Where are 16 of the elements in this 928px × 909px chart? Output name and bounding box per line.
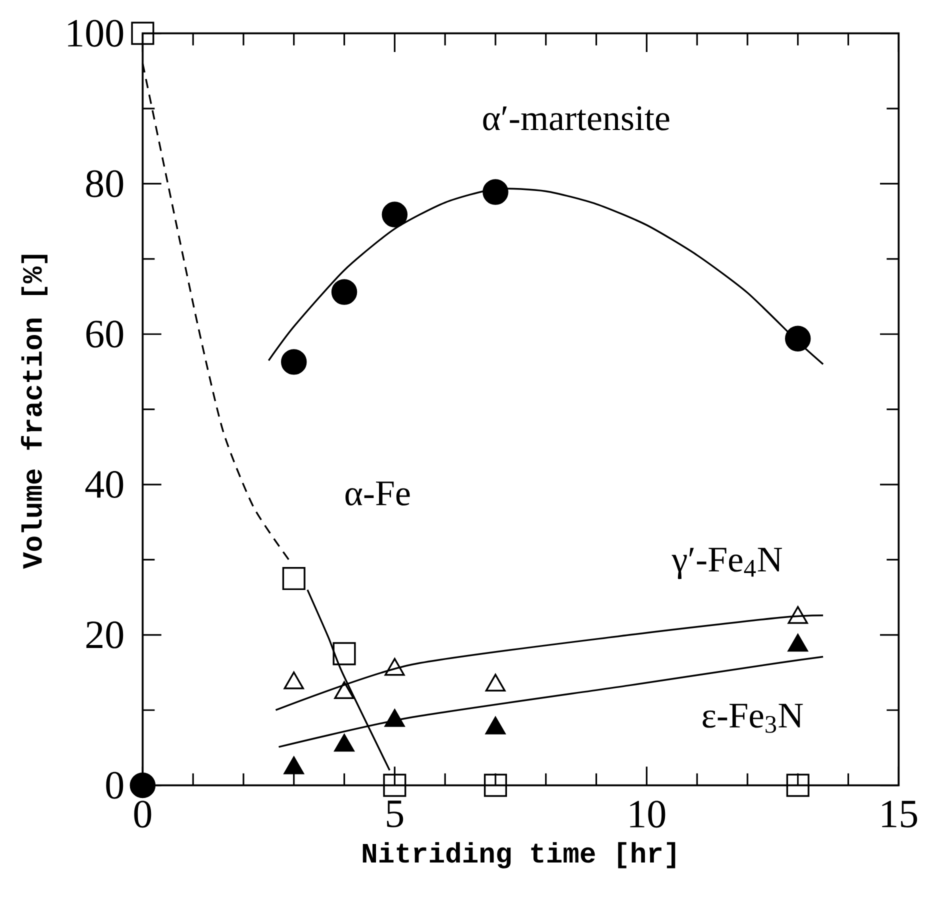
y-tick-label: 100 <box>68 20 124 47</box>
x-tick-label: 0 <box>134 800 152 828</box>
annotation: α-Fe <box>345 482 410 506</box>
x-tick-label: 10 <box>630 800 666 828</box>
x-tick-label: 5 <box>386 800 404 828</box>
annotation: α′-martensite <box>483 106 670 130</box>
y-tick-label: 20 <box>86 621 124 648</box>
y-tick-label: 60 <box>86 320 124 348</box>
annotation: ε-Fe$_{3}$N <box>702 704 803 733</box>
y-tick-label: 40 <box>85 471 124 498</box>
x-axis-title: Nitriding time [hr] <box>362 842 676 868</box>
y-tick-label: 80 <box>86 170 124 198</box>
y-tick-label: 0 <box>106 772 124 799</box>
x-tick-label: 15 <box>882 800 918 828</box>
annotation: γ′-Fe$_{4}$N <box>672 548 782 580</box>
y-axis-title: Volume fraction [%] <box>20 254 48 569</box>
